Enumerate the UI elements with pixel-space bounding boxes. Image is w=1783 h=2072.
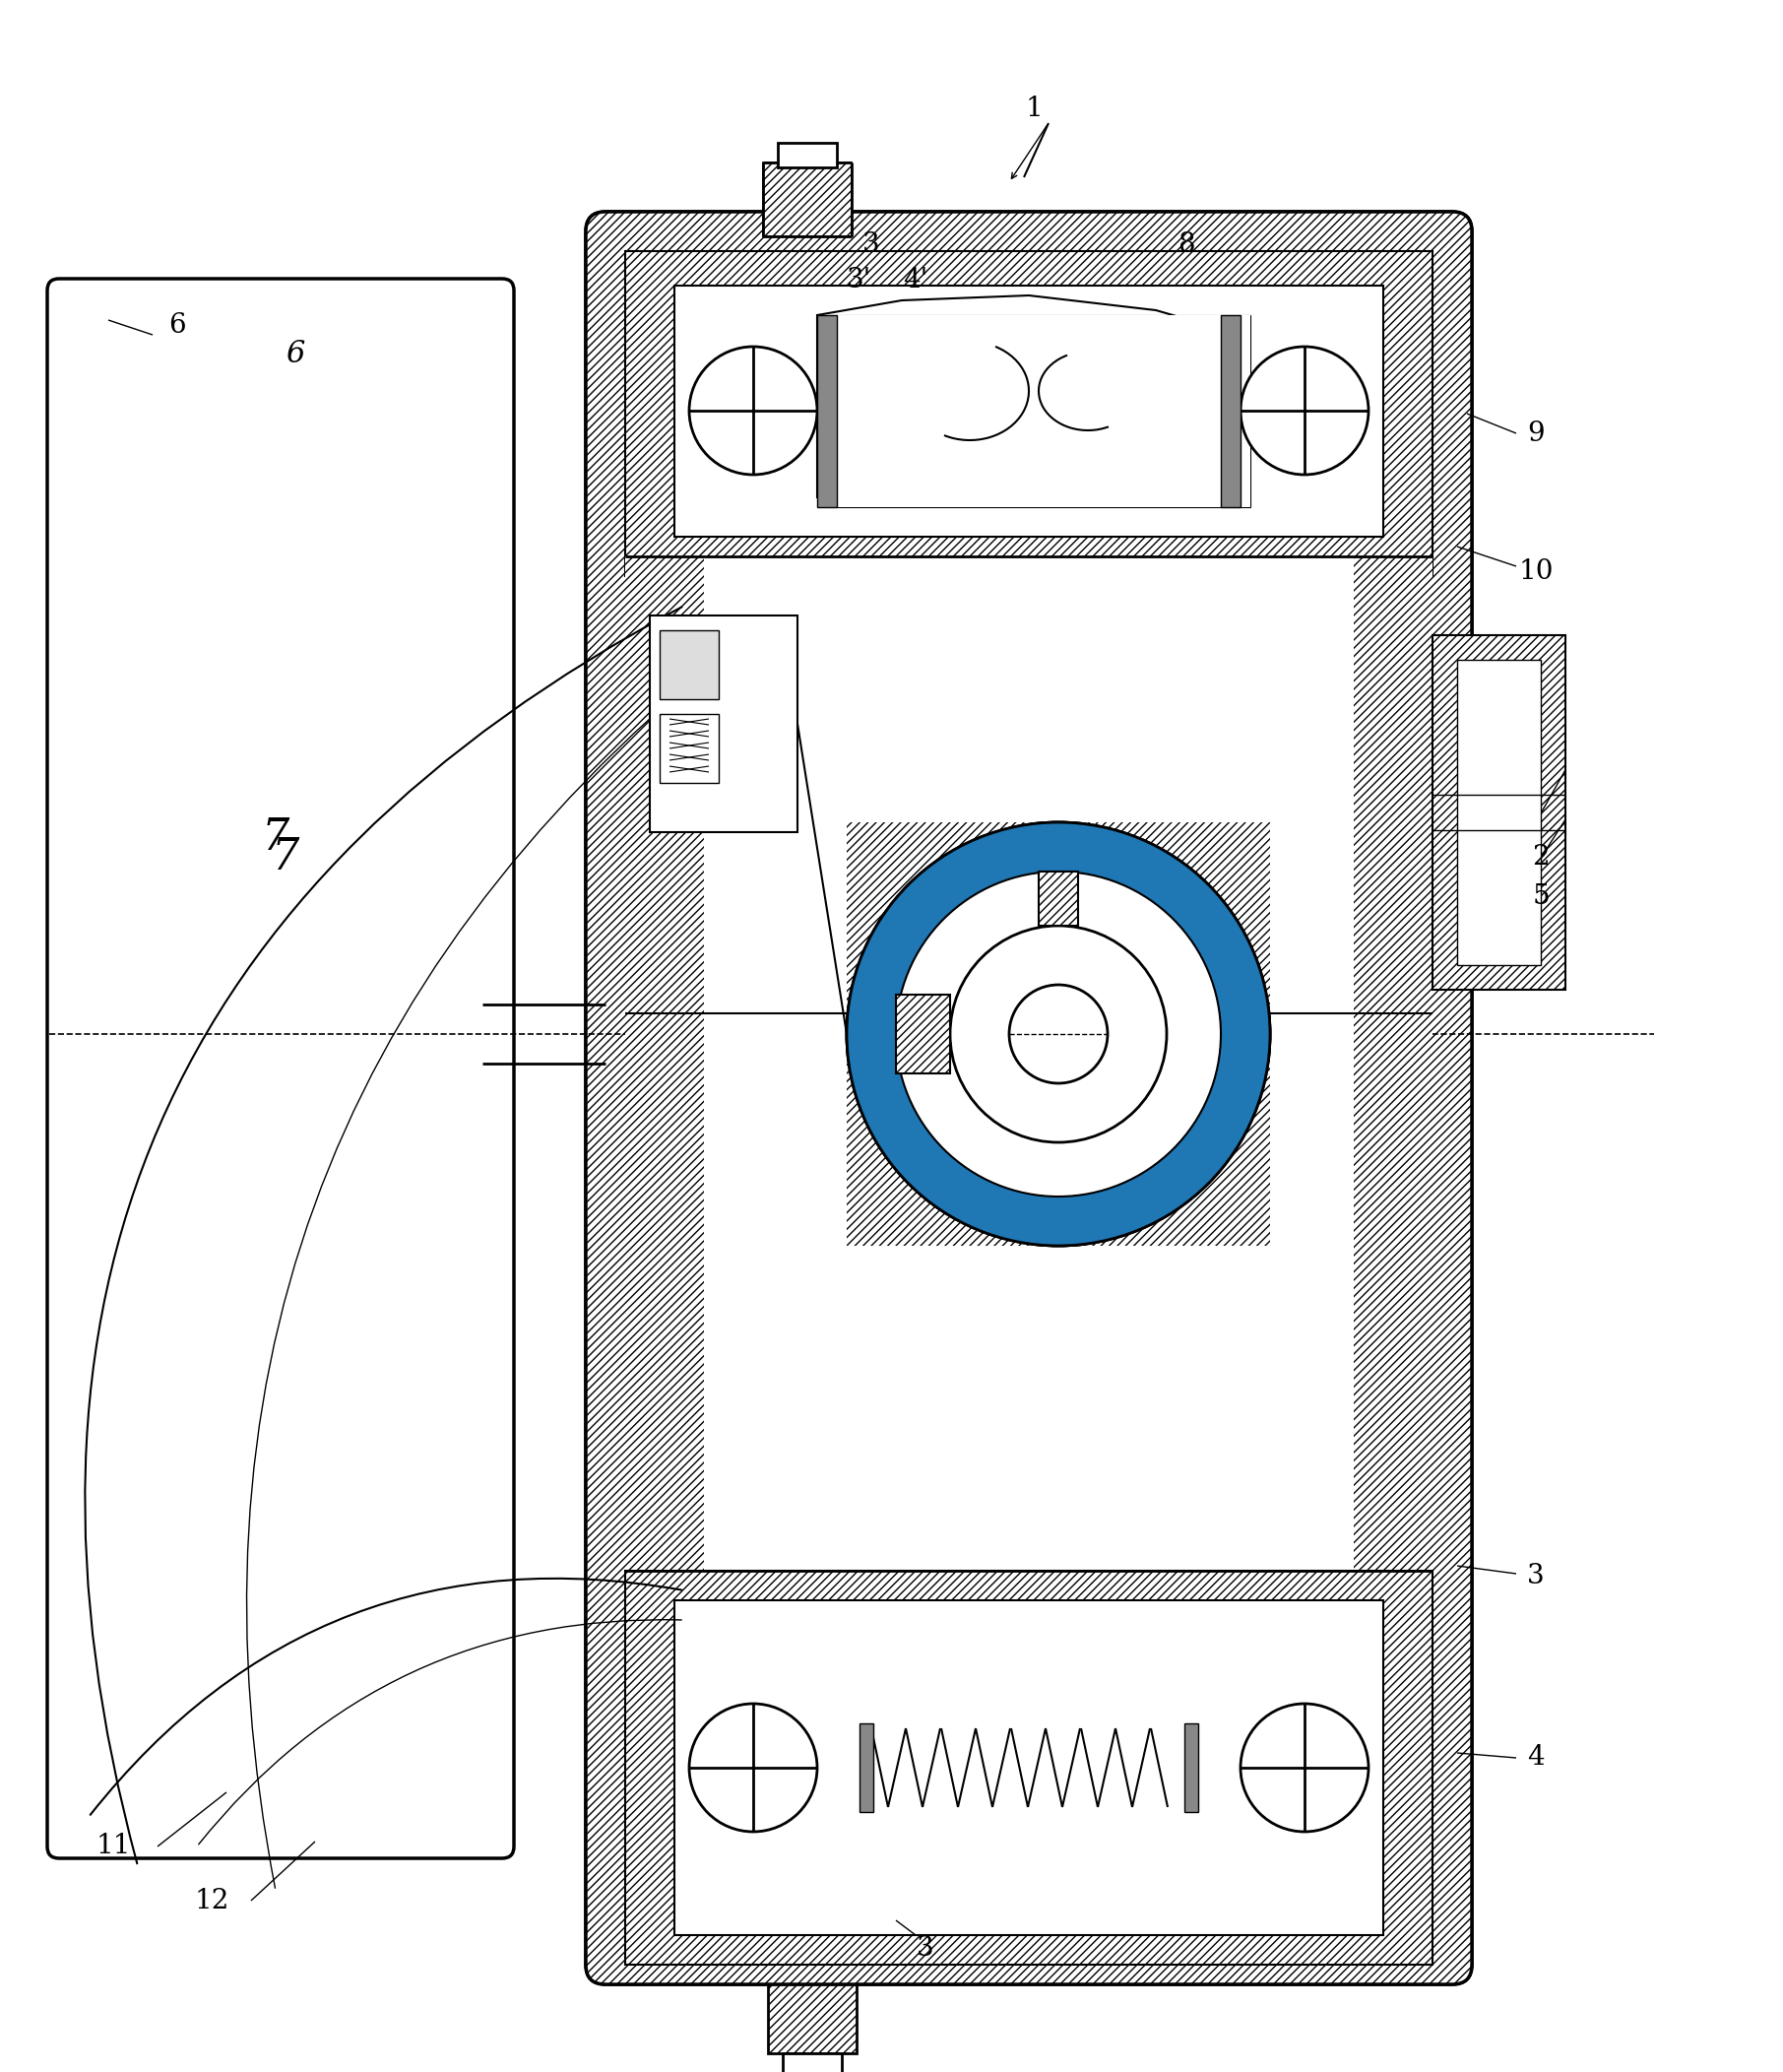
Bar — [674, 286, 1384, 537]
Polygon shape — [895, 995, 950, 1073]
Circle shape — [950, 926, 1166, 1142]
Bar — [1221, 315, 1241, 508]
FancyBboxPatch shape — [48, 280, 514, 1859]
Bar — [777, 143, 836, 168]
Circle shape — [690, 1703, 817, 1832]
Bar — [660, 715, 719, 783]
Circle shape — [1241, 346, 1369, 474]
Circle shape — [1241, 1703, 1369, 1832]
Text: 4: 4 — [1528, 1745, 1544, 1772]
Text: 7: 7 — [262, 816, 289, 858]
Circle shape — [690, 346, 817, 474]
Bar — [768, 1985, 856, 2053]
Polygon shape — [817, 296, 1241, 497]
Bar — [1184, 1724, 1198, 1813]
Text: 3: 3 — [916, 1935, 934, 1962]
Text: 4': 4' — [904, 267, 927, 294]
Text: 3: 3 — [863, 230, 881, 257]
Bar — [836, 315, 1250, 508]
Text: 3: 3 — [1528, 1562, 1544, 1589]
Circle shape — [847, 823, 1269, 1245]
Bar — [1432, 636, 1565, 990]
Bar — [649, 615, 797, 833]
Bar — [626, 251, 1432, 576]
Bar — [660, 630, 719, 698]
Bar — [626, 557, 704, 1571]
Text: 2: 2 — [1532, 843, 1549, 870]
Bar — [1457, 659, 1541, 966]
Text: 9: 9 — [1528, 421, 1544, 448]
Text: 11: 11 — [96, 1834, 130, 1861]
Bar — [859, 1724, 874, 1813]
Text: 6: 6 — [169, 311, 185, 338]
Circle shape — [895, 872, 1221, 1196]
FancyBboxPatch shape — [587, 211, 1473, 1985]
Text: 7: 7 — [271, 835, 300, 879]
Bar — [645, 557, 1412, 1571]
Text: 3': 3' — [847, 267, 870, 294]
Text: 8: 8 — [1179, 230, 1195, 257]
Circle shape — [847, 823, 1269, 1245]
Bar — [783, 2053, 842, 2072]
FancyBboxPatch shape — [587, 211, 1473, 1985]
Circle shape — [1009, 984, 1107, 1084]
Bar — [1353, 557, 1432, 1571]
Text: 6: 6 — [285, 340, 305, 369]
Text: 5: 5 — [1532, 883, 1549, 910]
Polygon shape — [1039, 872, 1079, 926]
Bar — [836, 315, 1250, 508]
Bar — [626, 1571, 1432, 1964]
Bar — [817, 315, 836, 508]
Circle shape — [847, 823, 1269, 1245]
Bar — [763, 162, 852, 236]
Bar — [674, 1600, 1384, 1935]
Text: 12: 12 — [194, 1888, 228, 1915]
Text: 1: 1 — [1025, 95, 1043, 122]
Bar — [847, 823, 1269, 1245]
Text: 10: 10 — [1519, 557, 1553, 584]
